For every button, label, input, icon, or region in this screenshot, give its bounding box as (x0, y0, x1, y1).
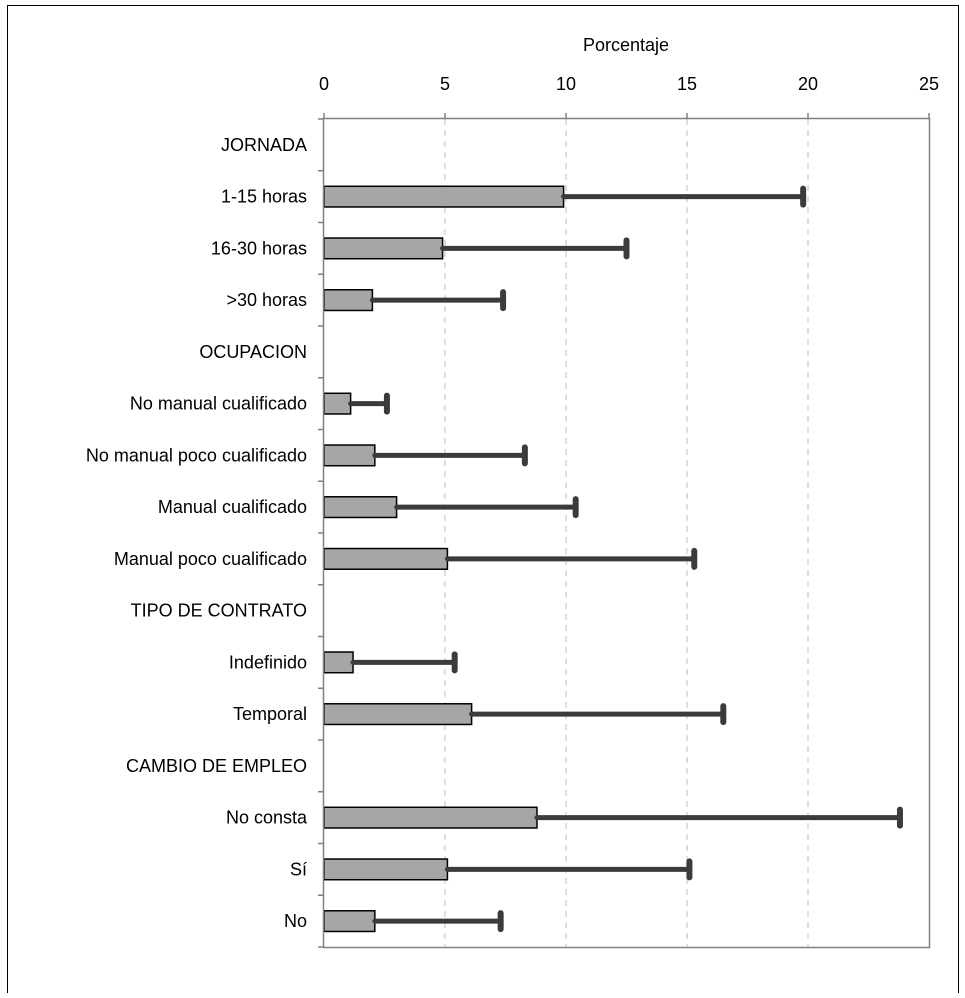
category-label: 1-15 horas (221, 187, 307, 207)
error-bar-origin (469, 711, 475, 717)
category-label-layer: JORNADA 1-15 horas 16-30 horas >30 horas OCU… (86, 135, 308, 931)
bar (323, 910, 376, 933)
error-bar-origin (534, 815, 540, 821)
category-label: No consta (226, 808, 308, 828)
x-tick-label: 20 (798, 74, 818, 94)
error-bar-origin (372, 918, 378, 924)
bar (323, 237, 444, 260)
bar (323, 496, 398, 519)
error-bar-origin (561, 194, 567, 200)
bar (323, 858, 449, 881)
category-label: 16-30 horas (211, 238, 307, 258)
x-tick-label: 25 (919, 74, 939, 94)
category-label: No manual cualificado (130, 394, 307, 414)
category-label: No (284, 911, 307, 931)
error-bar-origin (350, 659, 356, 665)
x-tick-label: 10 (556, 74, 576, 94)
category-label: TIPO DE CONTRATO (131, 601, 307, 621)
error-bar-origin (348, 401, 354, 407)
category-label: Temporal (233, 704, 307, 724)
category-label: OCUPACION (199, 342, 307, 362)
bar (323, 703, 473, 726)
error-bar-origin (440, 245, 446, 251)
bar (323, 185, 565, 208)
x-tick-label: 15 (677, 74, 697, 94)
category-label: Sí (290, 859, 307, 879)
category-label: CAMBIO DE EMPLEO (126, 756, 307, 776)
bar (323, 547, 449, 570)
plot-area-border (322, 117, 931, 949)
category-label: JORNADA (221, 135, 307, 155)
error-bar-origin (372, 452, 378, 458)
x-tick-label: 0 (319, 74, 329, 94)
tick-layer: 0 5 10 15 20 25 (318, 74, 939, 948)
bar (323, 651, 354, 674)
x-axis-title: Porcentaje (583, 35, 669, 55)
category-label: >30 horas (226, 290, 307, 310)
bar (323, 392, 352, 415)
error-bar-origin (444, 556, 450, 562)
bar (323, 289, 374, 312)
outer-border (7, 5, 959, 998)
category-label: No manual poco cualificado (86, 445, 307, 465)
category-label: Manual cualificado (158, 497, 307, 517)
error-bar-origin (369, 297, 375, 303)
bar-layer (323, 185, 903, 933)
error-bar-origin (394, 504, 400, 510)
x-tick-label: 5 (440, 74, 450, 94)
bar (323, 806, 538, 829)
bar (323, 444, 376, 467)
grid-layer (444, 119, 809, 947)
category-label: Indefinido (229, 652, 307, 672)
category-label: Manual poco cualificado (114, 549, 307, 569)
error-bar-origin (444, 866, 450, 872)
